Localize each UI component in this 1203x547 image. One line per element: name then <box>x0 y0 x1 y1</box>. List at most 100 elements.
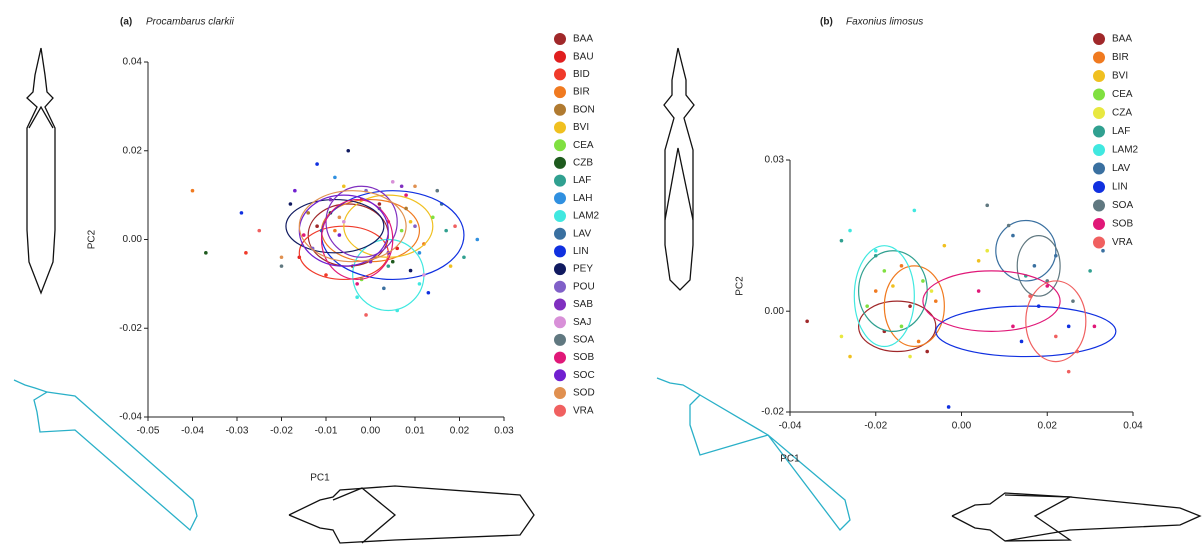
point <box>985 248 990 253</box>
point <box>404 193 408 197</box>
x-axis-label: PC1 <box>780 454 800 465</box>
legend-label: SAJ <box>573 317 591 328</box>
y-tick-label: -0.02 <box>761 407 784 418</box>
confidence-ellipse <box>1016 234 1061 297</box>
legend-label: CEA <box>573 140 594 151</box>
shape-outline <box>28 105 54 129</box>
legend-swatch <box>1093 51 1105 64</box>
y-tick-label: 0.04 <box>123 57 143 68</box>
point <box>848 354 852 359</box>
shape-outline <box>1004 494 1073 542</box>
point <box>257 228 262 233</box>
legend-label: LAF <box>1112 126 1130 137</box>
legend-label: LAM2 <box>1112 145 1139 156</box>
point <box>324 273 328 277</box>
legend-label: SOB <box>1112 219 1133 230</box>
point <box>1011 324 1015 329</box>
point <box>1066 369 1071 374</box>
point <box>301 233 306 237</box>
shape-outline <box>332 487 397 544</box>
confidence-ellipse <box>858 250 928 332</box>
legend-swatch <box>554 298 566 311</box>
legend-label: BVI <box>1112 71 1128 82</box>
legend-swatch <box>554 156 566 169</box>
legend-label: POU <box>573 281 595 292</box>
point <box>891 284 895 288</box>
point <box>942 243 947 248</box>
y-tick-label: 0.00 <box>765 306 785 317</box>
point <box>925 349 929 354</box>
point <box>408 219 413 224</box>
point <box>333 175 337 180</box>
confidence-ellipse <box>285 198 385 254</box>
y-tick-label: 0.00 <box>123 234 143 245</box>
confidence-ellipse <box>922 270 1061 332</box>
point <box>377 202 382 206</box>
shape-outline <box>26 47 56 295</box>
legend-label: SOB <box>573 352 594 363</box>
panel-label: (b) <box>820 17 833 28</box>
x-tick-label: -0.01 <box>315 426 338 437</box>
point <box>929 289 934 293</box>
legend-swatch <box>554 369 566 382</box>
point <box>346 148 351 153</box>
x-tick-label: -0.04 <box>779 421 802 432</box>
point <box>399 228 404 233</box>
point <box>1011 233 1015 238</box>
panel-label: (a) <box>120 17 132 28</box>
point <box>1054 334 1058 339</box>
y-axis-label: PC2 <box>87 229 98 249</box>
point <box>342 184 346 189</box>
point <box>382 286 386 291</box>
point <box>1066 324 1071 329</box>
legend-swatch <box>1093 70 1105 82</box>
legend-label: LAH <box>573 193 592 204</box>
x-axis-label: PC1 <box>310 473 330 484</box>
point <box>431 215 435 220</box>
point <box>1101 248 1105 253</box>
legend-label: LIN <box>573 246 589 257</box>
legend-swatch <box>554 404 566 417</box>
point <box>848 228 852 233</box>
point <box>462 255 466 260</box>
legend-swatch <box>554 192 566 205</box>
point <box>448 264 453 268</box>
confidence-ellipse <box>343 194 434 258</box>
confidence-ellipse <box>320 198 394 281</box>
x-tick-label: -0.05 <box>137 426 160 437</box>
legend-label: SAB <box>573 299 593 310</box>
point <box>1045 284 1050 288</box>
point <box>444 228 448 233</box>
legend-swatch <box>1093 88 1105 101</box>
point <box>342 219 346 224</box>
point <box>933 299 938 303</box>
point <box>404 206 408 211</box>
x-tick-label: 0.01 <box>405 426 425 437</box>
shape-outline <box>288 485 535 544</box>
legend-swatch <box>554 103 566 116</box>
x-tick-label: -0.04 <box>181 426 204 437</box>
point <box>916 339 921 344</box>
point <box>908 304 912 308</box>
legend-label: BVI <box>573 122 589 133</box>
x-tick-label: -0.02 <box>864 421 887 432</box>
point <box>882 269 887 273</box>
point <box>408 268 413 273</box>
legend-label: SOA <box>573 335 594 346</box>
point <box>805 319 809 324</box>
point <box>390 180 395 184</box>
point <box>417 282 422 286</box>
point <box>1032 264 1037 268</box>
point <box>1019 339 1024 344</box>
legend-label: VRA <box>573 405 594 416</box>
point <box>899 324 904 329</box>
point <box>333 228 337 233</box>
legend-label: PEY <box>573 264 593 275</box>
x-tick-label: 0.04 <box>1123 421 1143 432</box>
legend-label: BAU <box>573 51 594 62</box>
legend-swatch <box>554 86 566 99</box>
point <box>1071 299 1075 303</box>
point <box>244 251 248 255</box>
legend-swatch <box>554 333 566 346</box>
